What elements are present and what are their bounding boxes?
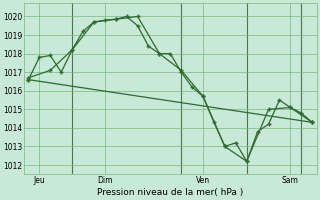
- X-axis label: Pression niveau de la mer( hPa ): Pression niveau de la mer( hPa ): [97, 188, 244, 197]
